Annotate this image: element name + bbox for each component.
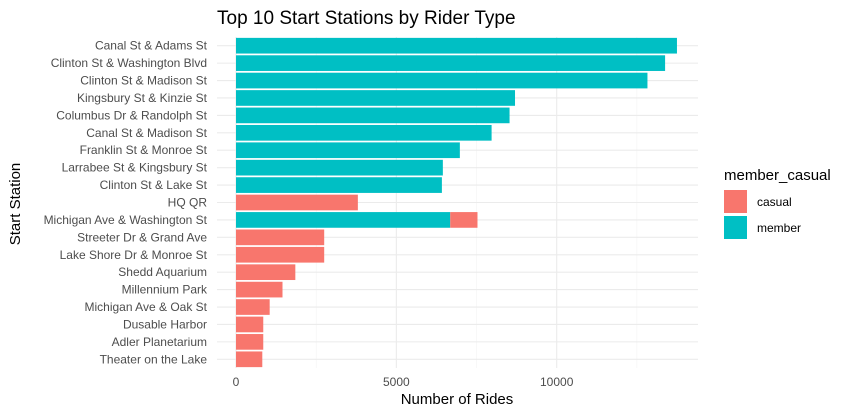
bar-casual: [236, 246, 325, 263]
y-tick-label: Clinton St & Lake St: [100, 178, 208, 192]
y-tick-label: Clinton St & Madison St: [80, 74, 207, 88]
y-tick-label: Dusable Harbor: [123, 317, 207, 331]
bar-member: [236, 159, 443, 176]
bar-member: [236, 177, 442, 193]
y-tick-label: Michigan Ave & Oak St: [84, 300, 207, 314]
bar-member: [236, 55, 666, 71]
y-tick-label: Canal St & Madison St: [86, 126, 207, 140]
y-tick-label: Kingsbury St & Kinzie St: [77, 91, 208, 105]
legend-label-casual: casual: [757, 195, 792, 209]
y-tick-label: Adler Planetarium: [112, 335, 207, 349]
y-tick-labels: Canal St & Adams St Clinton St & Washingt…: [44, 39, 208, 367]
bar-casual: [450, 212, 478, 228]
y-tick-label: Streeter Dr & Grand Ave: [77, 230, 207, 244]
legend: member_casual casual member: [724, 167, 831, 239]
bar-member: [236, 142, 460, 159]
y-tick-label: Franklin St & Monroe St: [80, 143, 208, 157]
legend-title: member_casual: [724, 167, 831, 184]
legend-key-member: [724, 216, 747, 239]
bar-member: [236, 107, 510, 124]
bar-casual: [236, 229, 325, 246]
bar-casual: [236, 299, 270, 315]
bar-member: [236, 37, 677, 54]
bar-member: [236, 90, 516, 106]
y-tick-label: Theater on the Lake: [100, 352, 208, 366]
legend-key-casual: [724, 190, 747, 213]
y-tick-label: Columbus Dr & Randolph St: [56, 108, 207, 122]
bar-casual: [236, 281, 283, 298]
bar-casual: [236, 334, 264, 350]
bar-casual: [236, 316, 264, 333]
legend-label-member: member: [757, 221, 801, 235]
bar-member: [236, 212, 451, 228]
y-tick-label: Canal St & Adams St: [95, 39, 208, 53]
bar-member: [236, 72, 648, 89]
chart-title: Top 10 Start Stations by Rider Type: [217, 8, 516, 29]
x-tick-label: 0: [233, 375, 240, 389]
x-tick-label: 10000: [540, 375, 574, 389]
y-tick-label: Lake Shore Dr & Monroe St: [60, 248, 208, 262]
bar-casual: [236, 264, 296, 281]
y-tick-label: Michigan Ave & Washington St: [44, 213, 208, 227]
y-axis-title: Start Station: [7, 163, 24, 246]
y-tick-label: Clinton St & Washington Blvd: [51, 56, 207, 70]
x-tick-labels: 0 5000 10000: [233, 375, 574, 389]
y-tick-label: Millennium Park: [122, 283, 208, 297]
bar-member: [236, 124, 492, 141]
bar-casual: [236, 351, 263, 368]
y-tick-label: HQ QR: [168, 196, 208, 210]
x-axis-title: Number of Rides: [401, 391, 514, 408]
x-tick-label: 5000: [383, 375, 410, 389]
bar-casual: [236, 194, 358, 211]
y-tick-label: Larrabee St & Kingsbury St: [62, 161, 208, 175]
y-tick-label: Shedd Aquarium: [118, 265, 207, 279]
bars: [236, 37, 677, 368]
